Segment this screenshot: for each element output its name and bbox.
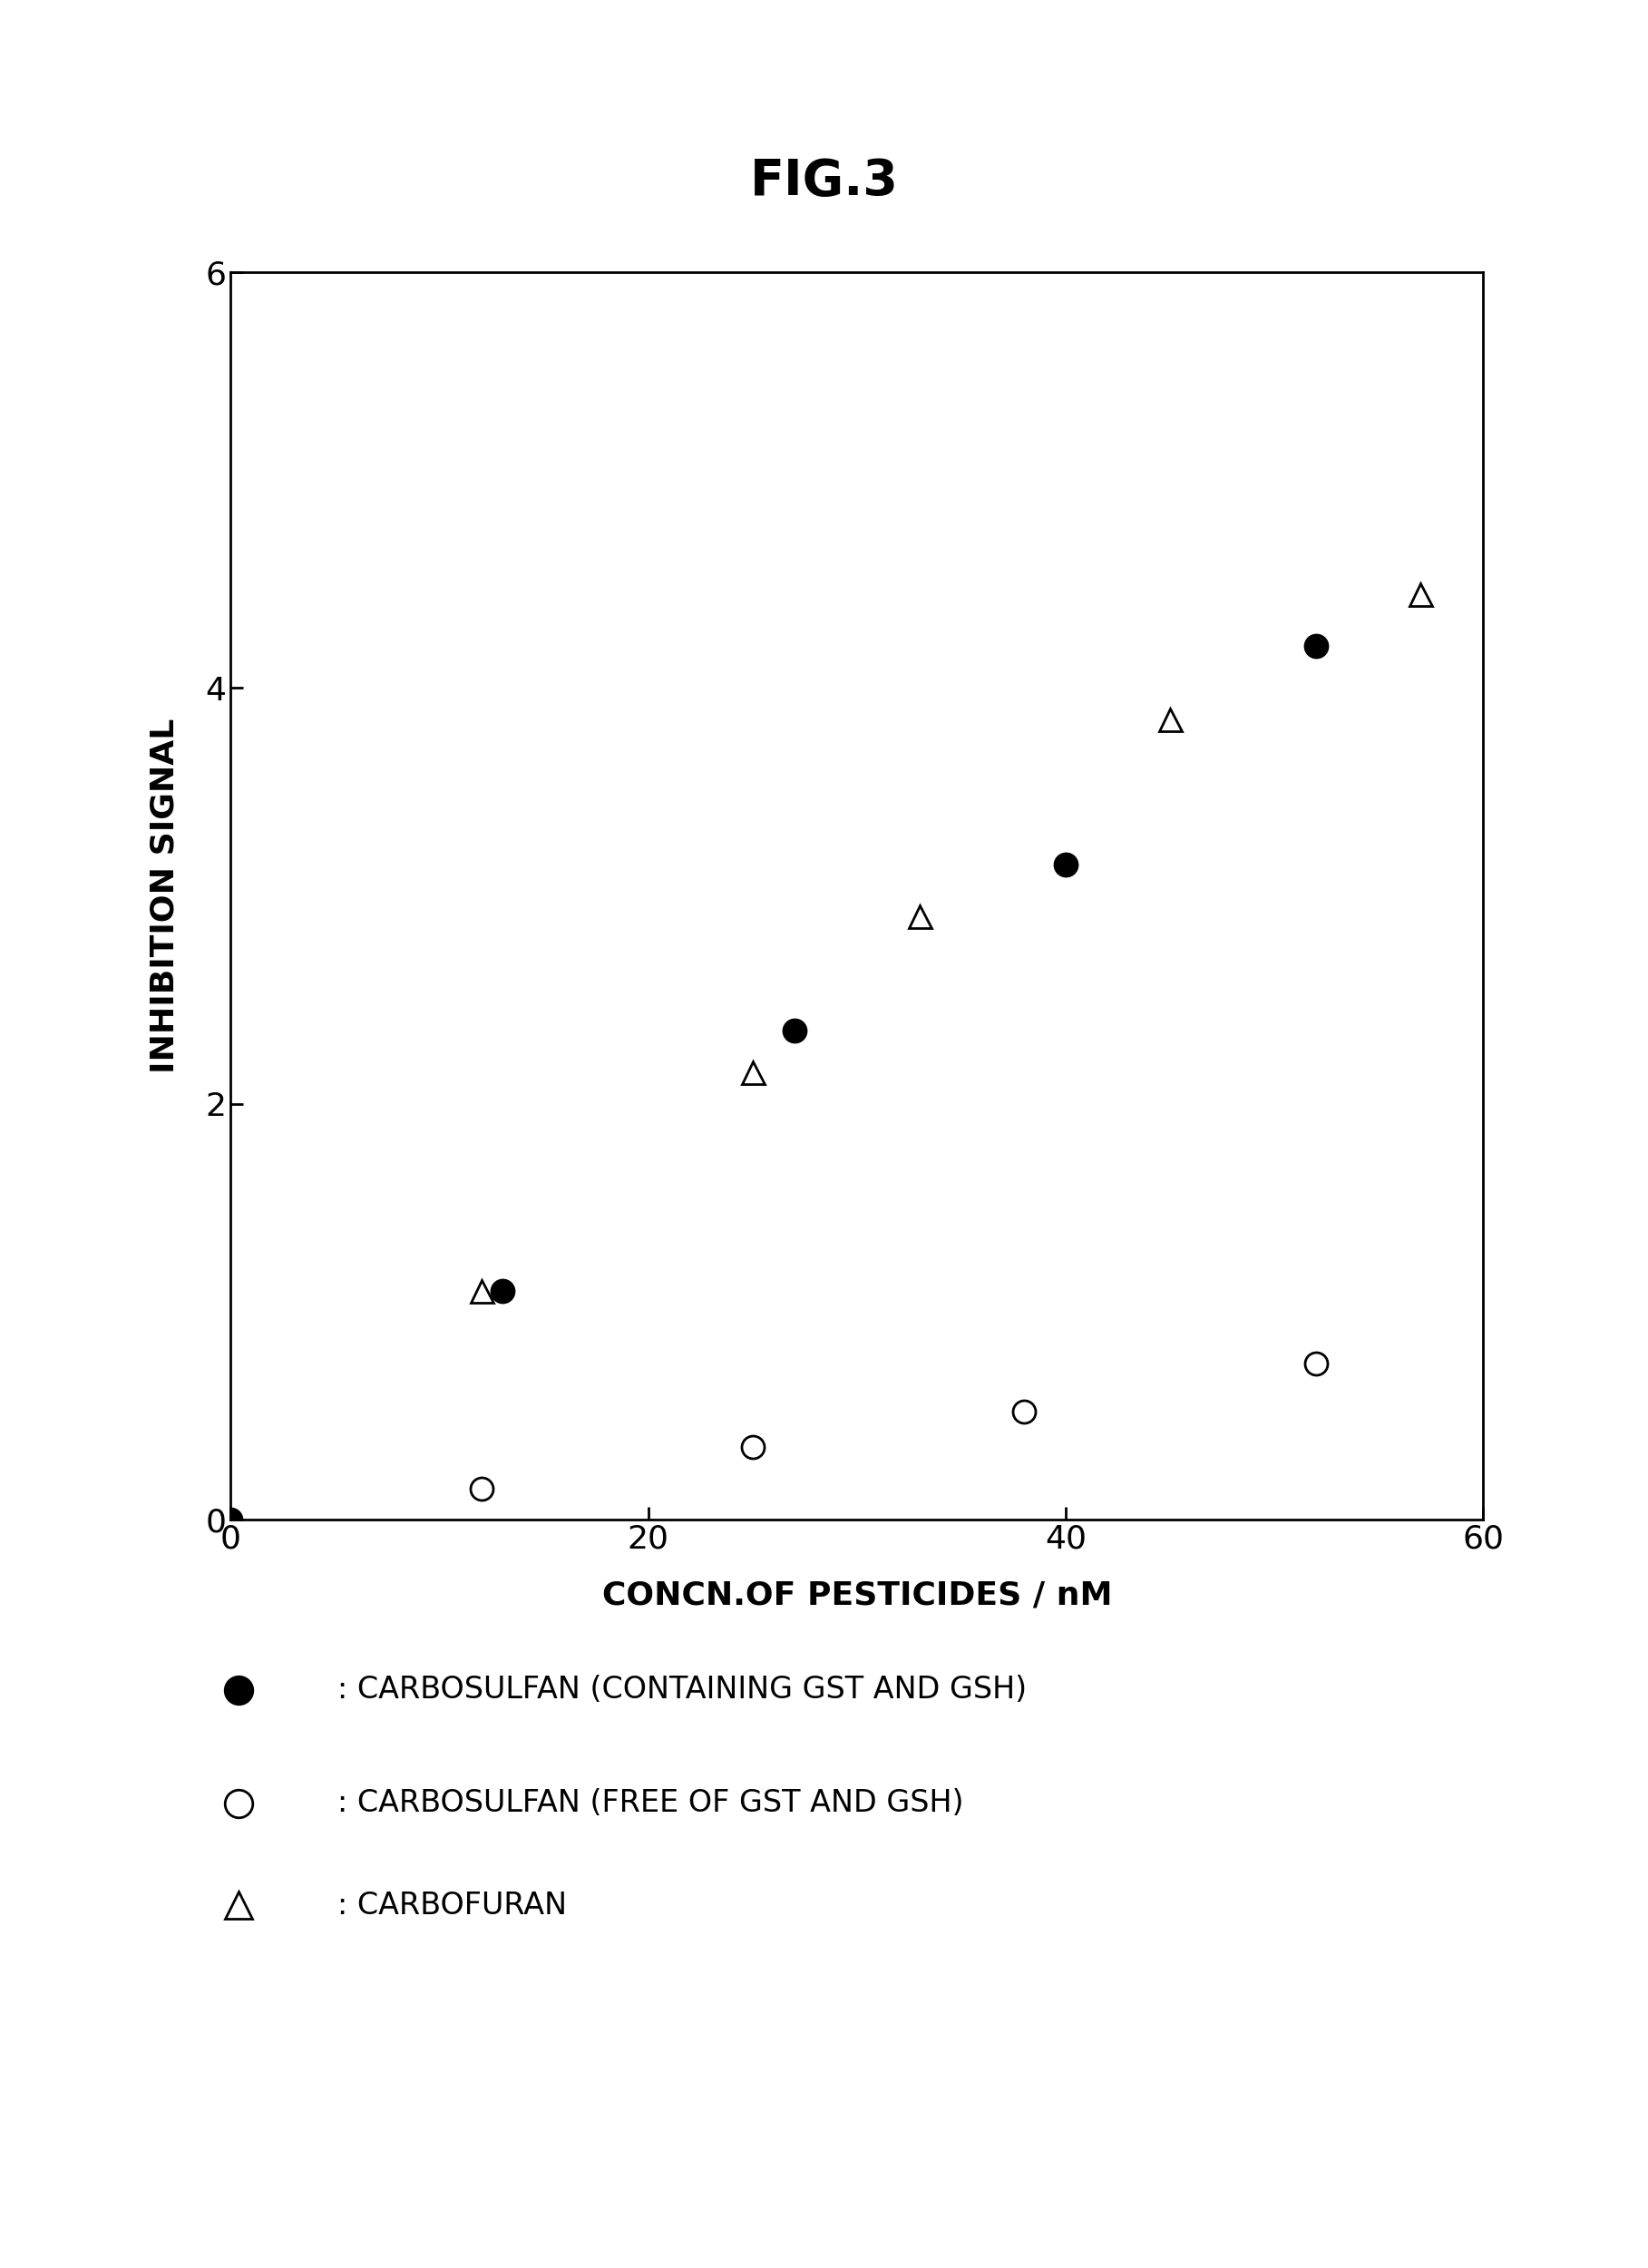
X-axis label: CONCN.OF PESTICIDES / nM: CONCN.OF PESTICIDES / nM	[602, 1581, 1112, 1610]
Text: : CARBOFURAN: : CARBOFURAN	[338, 1889, 567, 1921]
Text: FIG.3: FIG.3	[750, 156, 898, 206]
Text: : CARBOSULFAN (FREE OF GST AND GSH): : CARBOSULFAN (FREE OF GST AND GSH)	[338, 1787, 964, 1819]
Text: : CARBOSULFAN (CONTAINING GST AND GSH): : CARBOSULFAN (CONTAINING GST AND GSH)	[338, 1674, 1027, 1706]
Y-axis label: INHIBITION SIGNAL: INHIBITION SIGNAL	[150, 719, 180, 1073]
